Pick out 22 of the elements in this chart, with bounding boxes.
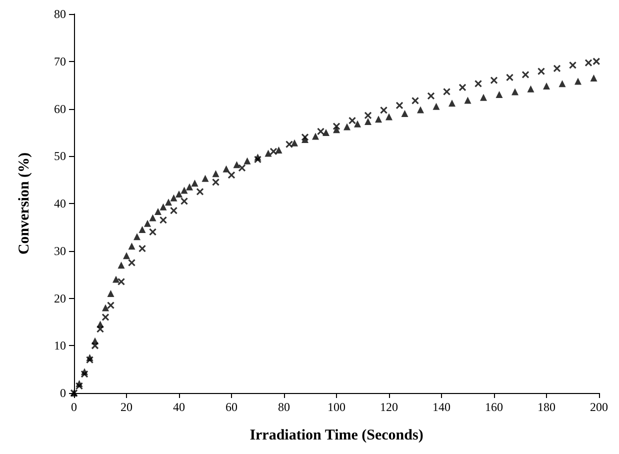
y-tick-label: 0	[60, 386, 66, 400]
x-tick-label: 40	[173, 400, 185, 414]
y-tick-label: 50	[54, 149, 66, 164]
y-tick-label: 30	[54, 244, 66, 258]
y-tick-label: 80	[54, 7, 66, 21]
y-tick-label: 70	[54, 54, 66, 68]
x-tick-label: 20	[120, 400, 132, 414]
x-tick-label: 80	[278, 400, 290, 414]
y-tick-label: 60	[54, 102, 66, 116]
y-tick-label: 10	[54, 338, 66, 353]
x-tick-label: 180	[538, 400, 556, 414]
x-tick-label: 0	[71, 400, 77, 414]
x-tick-label: 60	[226, 400, 238, 414]
x-tick-label: 160	[485, 400, 503, 414]
x-tick-label: 200	[590, 400, 608, 414]
x-tick-label: 140	[432, 400, 450, 414]
y-tick-label: 40	[54, 196, 66, 210]
y-tick-label: 20	[54, 291, 66, 306]
x-tick-label: 100	[328, 400, 346, 414]
x-tick-label: 120	[380, 400, 398, 414]
y-axis-title: Conversion (%)	[16, 152, 32, 255]
x-axis-title: Irradiation Time (Seconds)	[250, 428, 424, 444]
